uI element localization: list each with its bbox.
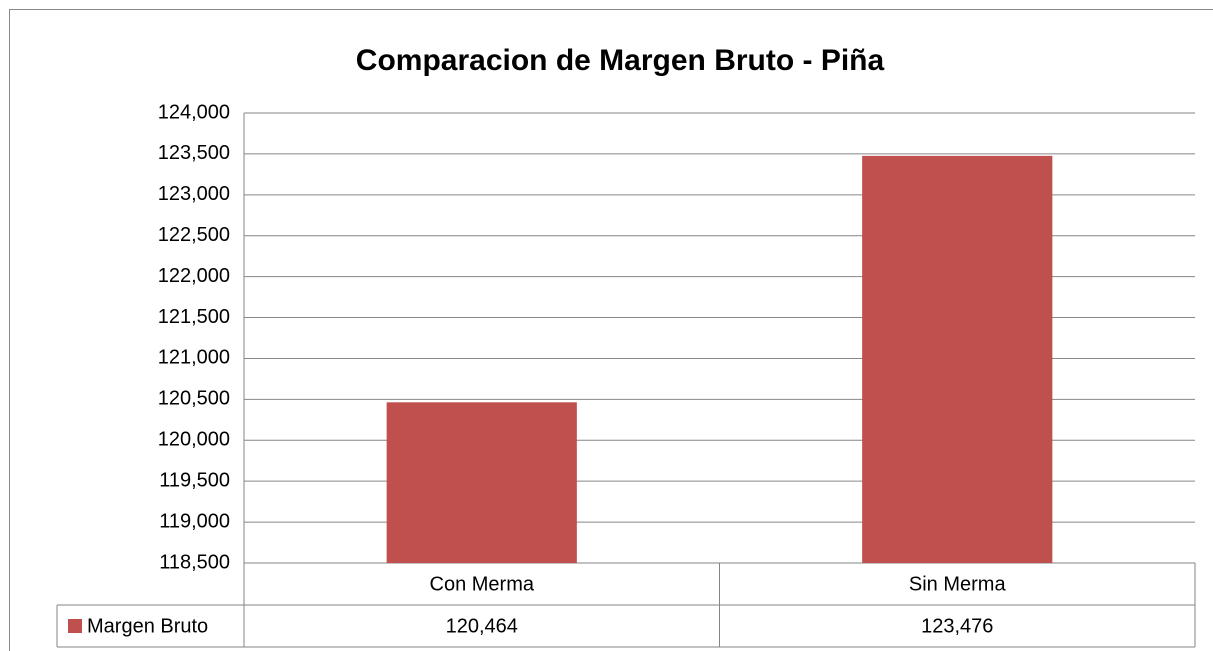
chart-title: Comparacion de Margen Bruto - Piña [356,44,885,77]
y-tick-label: 120,000 [158,429,230,451]
y-tick-label: 123,000 [158,183,230,205]
y-tick-label: 119,000 [159,510,230,532]
y-tick-label: 123,500 [158,142,230,164]
legend-key [68,619,82,633]
x-tick-label: Sin Merma [909,573,1007,595]
x-tick-label: Con Merma [430,573,535,595]
y-tick-label: 122,000 [158,265,230,287]
y-tick-label: 119,500 [159,469,230,491]
bar [386,402,577,563]
y-tick-label: 121,500 [158,306,230,328]
legend-label: Margen Bruto [87,615,208,637]
y-tick-label: 122,500 [158,224,230,246]
data-table-value: 123,476 [921,615,993,637]
bar [862,155,1053,563]
y-tick-label: 118,500 [159,551,230,573]
y-tick-label: 124,000 [158,101,230,123]
data-table-value: 120,464 [446,615,518,637]
y-tick-label: 121,000 [158,347,230,369]
y-tick-label: 120,500 [158,388,230,410]
